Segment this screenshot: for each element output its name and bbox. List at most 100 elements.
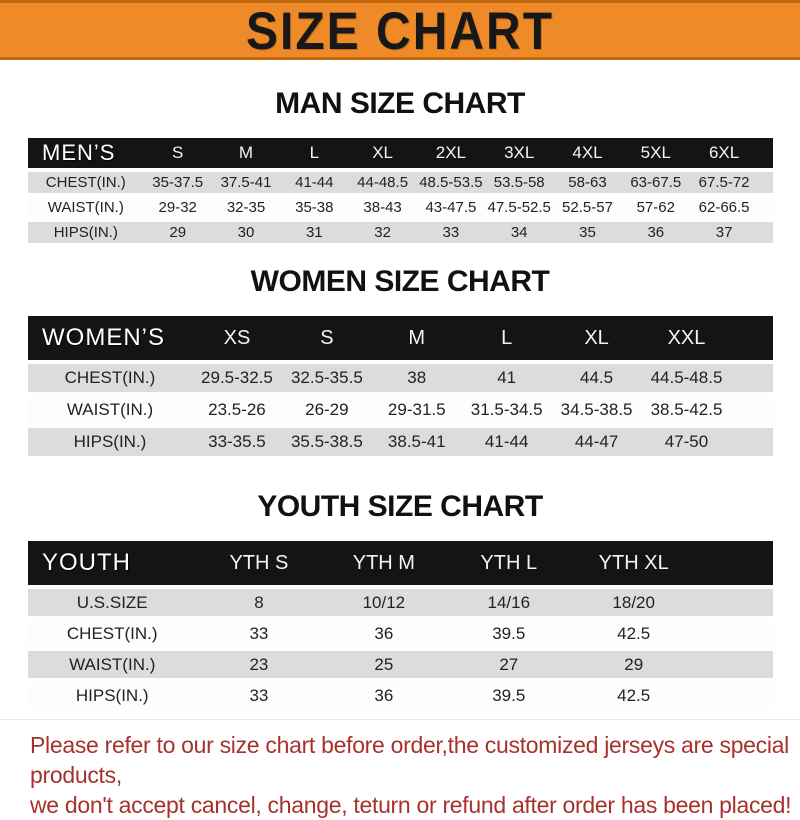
table-corner-label: WOMEN’S xyxy=(42,324,165,351)
size-column-header: XL xyxy=(372,143,393,162)
row-spacer xyxy=(696,682,773,709)
size-value-cell: 35 xyxy=(579,224,596,241)
measurement-label: WAIST(IN.) xyxy=(47,199,124,216)
size-column-header: 3XL xyxy=(504,143,535,162)
size-column-header: M xyxy=(408,326,426,349)
size-value-cell: 39.5 xyxy=(492,685,526,705)
header-spacer xyxy=(758,138,773,168)
size-value-cell: 37 xyxy=(715,224,733,241)
size-value-cell: 53.5-58 xyxy=(493,174,545,191)
measurement-row: WAIST(IN.) 29-32 32-35 35-38 38-43 43-47.5 47.… xyxy=(28,197,773,218)
size-value-cell: 36 xyxy=(374,685,394,705)
measurement-row: HIPS(IN.) 33 36 39.5 42.5 xyxy=(28,682,773,709)
size-value-cell: 42.5 xyxy=(617,623,651,643)
order-notice: Please refer to our size chart before or… xyxy=(0,730,800,820)
size-value-cell: 31.5-34.5 xyxy=(470,400,543,419)
row-spacer xyxy=(758,222,773,243)
size-value-cell: 41-44 xyxy=(484,432,529,451)
size-value-cell: 67.5-72 xyxy=(698,174,750,191)
size-value-cell: 33 xyxy=(249,685,269,705)
row-spacer xyxy=(731,428,773,456)
size-value-cell: 29-32 xyxy=(158,199,197,216)
measurement-label: HIPS(IN.) xyxy=(53,224,118,241)
size-value-cell: 39.5 xyxy=(492,623,526,643)
table-header-row: WOMEN’S XS S M L XL XXL xyxy=(28,316,773,360)
measurement-label: WAIST(IN.) xyxy=(69,654,156,674)
row-spacer xyxy=(731,396,773,424)
row-spacer xyxy=(696,651,773,678)
size-column-header: YTH L xyxy=(480,551,538,574)
size-value-cell: 35-38 xyxy=(295,199,334,216)
size-value-cell: 57-62 xyxy=(636,199,675,216)
size-value-cell: 44-48.5 xyxy=(357,174,409,191)
size-column-header: 6XL xyxy=(708,143,740,162)
size-column-header: XS xyxy=(223,326,251,349)
size-value-cell: 25 xyxy=(374,654,394,674)
size-column-header: YTH M xyxy=(352,551,415,574)
womens-size-table: WOMEN’S XS S M L XL XXL CHEST(IN.) 29.5-32.5 32.5… xyxy=(28,312,773,460)
measurement-label: CHEST(IN.) xyxy=(45,174,126,191)
size-value-cell: 31 xyxy=(305,224,323,241)
size-column-header: 5XL xyxy=(640,143,671,162)
size-value-cell: 43-47.5 xyxy=(425,199,477,216)
table-header-row: MEN’S S M L XL 2XL 3XL 4XL 5XL 6XL xyxy=(28,138,773,168)
size-value-cell: 29 xyxy=(624,654,644,674)
header-spacer xyxy=(731,316,773,360)
size-value-cell: 63-67.5 xyxy=(630,174,682,191)
size-value-cell: 32 xyxy=(374,224,391,241)
measurement-label: U.S.SIZE xyxy=(76,592,148,612)
size-column-header: YTH XL xyxy=(598,551,669,574)
size-value-cell: 33-35.5 xyxy=(208,432,266,451)
size-column-header: XL xyxy=(584,326,609,349)
size-value-cell: 18/20 xyxy=(612,592,655,612)
table-header-row: YOUTH YTH S YTH M YTH L YTH XL xyxy=(28,541,773,585)
size-value-cell: 44-47 xyxy=(574,432,619,451)
size-column-header: S xyxy=(320,326,334,349)
size-value-cell: 30 xyxy=(237,224,255,241)
size-value-cell: 38.5-42.5 xyxy=(650,400,723,419)
size-value-cell: 34.5-38.5 xyxy=(560,400,633,419)
row-spacer xyxy=(758,197,773,218)
size-value-cell: 38.5-41 xyxy=(387,432,446,451)
measurement-row: CHEST(IN.) 29.5-32.5 32.5-35.5 38 41 44.5 44.5… xyxy=(28,364,773,392)
size-value-cell: 38-43 xyxy=(363,199,402,216)
size-value-cell: 52.5-57 xyxy=(562,199,613,216)
measurement-label: HIPS(IN.) xyxy=(75,685,149,705)
size-column-header: M xyxy=(238,143,254,162)
size-value-cell: 38 xyxy=(407,368,427,387)
size-value-cell: 23.5-26 xyxy=(208,400,266,419)
size-column-header: S xyxy=(172,143,184,162)
divider-line xyxy=(0,719,800,720)
size-column-header: L xyxy=(501,326,513,349)
size-value-cell: 23 xyxy=(249,654,269,674)
order-notice-line2: we don't accept cancel, change, teturn o… xyxy=(30,792,792,818)
size-value-cell: 14/16 xyxy=(487,592,531,612)
size-value-cell: 33 xyxy=(249,623,269,643)
size-value-cell: 10/12 xyxy=(362,592,406,612)
women-size-chart-title: WOMEN SIZE CHART xyxy=(250,265,550,298)
banner-title: SIZE CHART xyxy=(245,0,555,60)
size-column-header: YTH S xyxy=(229,551,289,574)
youth-size-chart-title: YOUTH SIZE CHART xyxy=(257,490,543,523)
size-value-cell: 58-63 xyxy=(568,174,607,191)
measurement-label: WAIST(IN.) xyxy=(66,400,154,419)
size-value-cell: 35.5-38.5 xyxy=(290,432,363,451)
size-value-cell: 44.5 xyxy=(580,368,614,387)
measurement-row: CHEST(IN.) 35-37.5 37.5-41 41-44 44-48.5 48.5… xyxy=(28,172,773,193)
measurement-row: HIPS(IN.) 33-35.5 35.5-38.5 38.5-41 41-44 44-… xyxy=(28,428,773,456)
size-chart-banner: SIZE CHART xyxy=(0,0,800,60)
measurement-row: HIPS(IN.) 29 30 31 32 33 34 35 36 37 xyxy=(28,222,773,243)
size-value-cell: 47.5-52.5 xyxy=(487,199,551,216)
size-value-cell: 41-44 xyxy=(295,174,334,191)
measurement-label: HIPS(IN.) xyxy=(73,432,147,451)
size-value-cell: 36 xyxy=(374,623,394,643)
size-value-cell: 33 xyxy=(442,224,460,241)
size-value-cell: 44.5-48.5 xyxy=(650,368,723,387)
row-spacer xyxy=(696,589,773,616)
size-value-cell: 29-31.5 xyxy=(387,400,446,419)
size-value-cell: 29.5-32.5 xyxy=(201,368,273,387)
measurement-label: CHEST(IN.) xyxy=(66,623,158,643)
size-value-cell: 36 xyxy=(647,224,665,241)
order-notice-line1: Please refer to our size chart before or… xyxy=(30,732,789,788)
row-spacer xyxy=(731,364,773,392)
